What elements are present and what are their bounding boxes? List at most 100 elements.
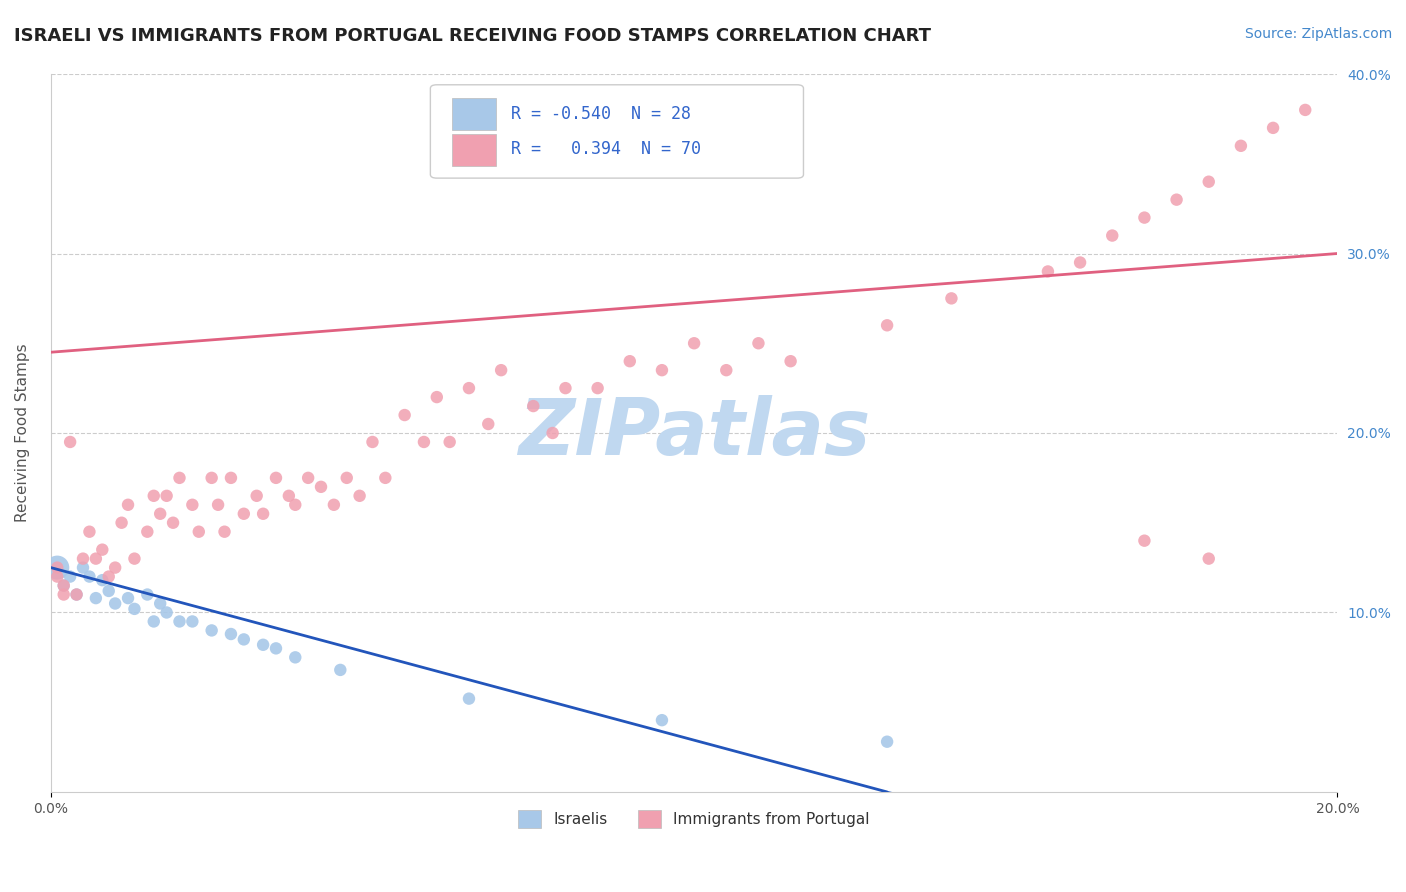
FancyBboxPatch shape (430, 85, 803, 178)
Point (169, 615, 191, 629)
Point (1230, 138, 1253, 153)
Point (361, 434, 384, 449)
Point (142, 615, 165, 629)
Text: ZIPatlas: ZIPatlas (517, 395, 870, 471)
Point (46, 560, 69, 574)
Point (309, 480, 332, 494)
Point (1133, 211, 1156, 225)
Point (1069, 255, 1091, 269)
Point (156, 606, 179, 620)
Point (458, 691, 481, 706)
Point (91, 573, 114, 587)
Point (477, 417, 499, 431)
Point (124, 551, 146, 566)
Point (349, 489, 371, 503)
Point (747, 336, 769, 351)
Point (79, 524, 101, 539)
Point (149, 597, 172, 611)
Point (1166, 193, 1188, 207)
Point (277, 489, 299, 503)
Point (284, 498, 307, 512)
Point (779, 354, 801, 368)
Point (252, 507, 274, 521)
Point (97, 583, 120, 598)
Point (136, 524, 159, 539)
Point (522, 399, 544, 413)
Point (181, 615, 204, 629)
Point (1261, 120, 1284, 135)
Point (322, 498, 344, 512)
Point (458, 381, 481, 395)
Text: R =   0.394  N = 70: R = 0.394 N = 70 (512, 140, 702, 159)
Point (586, 381, 609, 395)
Point (97, 569, 120, 583)
Point (65, 588, 87, 602)
Point (79, 569, 101, 583)
Legend: Israelis, Immigrants from Portugal: Israelis, Immigrants from Portugal (512, 804, 876, 835)
Point (187, 524, 209, 539)
Point (876, 318, 898, 333)
Point (162, 516, 184, 530)
Point (110, 516, 132, 530)
Point (413, 434, 436, 449)
Point (52, 588, 75, 602)
Text: R = -0.540  N = 28: R = -0.540 N = 28 (512, 104, 692, 122)
Point (374, 471, 396, 485)
Point (1198, 551, 1220, 566)
Point (207, 498, 229, 512)
Point (246, 489, 269, 503)
Text: Source: ZipAtlas.com: Source: ZipAtlas.com (1244, 27, 1392, 41)
Point (201, 624, 224, 638)
Point (336, 471, 359, 485)
Point (264, 641, 287, 656)
Point (59, 434, 82, 449)
Point (554, 381, 576, 395)
Point (52, 578, 75, 592)
Point (84, 551, 107, 566)
Point (252, 638, 274, 652)
Point (214, 524, 236, 539)
Point (1198, 175, 1220, 189)
Point (84, 591, 107, 606)
Point (284, 650, 307, 665)
FancyBboxPatch shape (453, 134, 496, 166)
Point (941, 292, 963, 306)
Point (124, 602, 146, 616)
Point (219, 471, 242, 485)
FancyBboxPatch shape (453, 98, 496, 130)
Point (876, 735, 898, 749)
Point (104, 560, 127, 574)
Point (201, 471, 224, 485)
Point (1294, 103, 1316, 117)
Point (426, 390, 449, 404)
Point (117, 591, 139, 606)
Point (91, 542, 114, 557)
Point (541, 425, 564, 440)
Point (149, 507, 172, 521)
Point (651, 363, 673, 377)
Point (46, 560, 69, 574)
Point (156, 489, 179, 503)
Point (104, 597, 127, 611)
Point (716, 363, 738, 377)
Text: ISRAELI VS IMMIGRANTS FROM PORTUGAL RECEIVING FOOD STAMPS CORRELATION CHART: ISRAELI VS IMMIGRANTS FROM PORTUGAL RECE… (14, 27, 931, 45)
Point (264, 471, 287, 485)
Point (651, 713, 673, 727)
Point (489, 363, 512, 377)
Point (142, 489, 165, 503)
Point (46, 569, 69, 583)
Point (232, 632, 254, 647)
Point (683, 336, 706, 351)
Point (1036, 264, 1059, 278)
Point (72, 551, 94, 566)
Point (329, 663, 352, 677)
Point (59, 569, 82, 583)
Point (169, 471, 191, 485)
Point (297, 471, 319, 485)
Point (65, 588, 87, 602)
Point (52, 578, 75, 592)
Y-axis label: Receiving Food Stamps: Receiving Food Stamps (15, 343, 30, 523)
Point (1101, 228, 1123, 243)
Point (439, 434, 461, 449)
Point (219, 627, 242, 641)
